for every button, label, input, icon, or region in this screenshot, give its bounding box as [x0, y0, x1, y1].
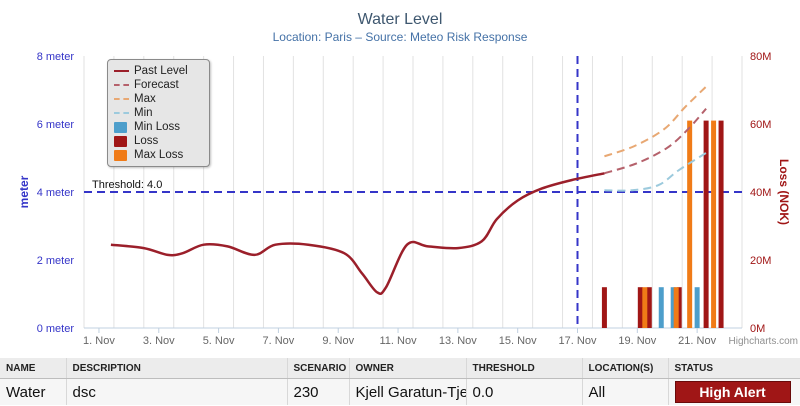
x-tick-label: 9. Nov: [322, 335, 354, 347]
loss-column: [673, 287, 679, 328]
right-tick-label: 0M: [750, 323, 765, 335]
column-header-owner[interactable]: OWNER: [349, 358, 467, 379]
legend-swatch: [114, 70, 129, 72]
chart-svg: Water Level Location: Paris – Source: Me…: [17, 11, 791, 347]
credits-link[interactable]: Highcharts.com: [728, 336, 798, 347]
legend-label: Min: [134, 107, 153, 119]
left-tick-label: 4 meter: [37, 187, 75, 199]
legend-item-loss[interactable]: Loss: [114, 134, 158, 148]
chart-subtitle: Location: Paris – Source: Meteo Risk Res…: [273, 30, 528, 44]
legend-item-max-loss[interactable]: Max Loss: [114, 148, 183, 162]
cell-name: Water: [0, 378, 67, 405]
left-tick-label: 2 meter: [37, 255, 75, 267]
x-tick-label: 1. Nov: [83, 335, 115, 347]
cell-status: High Alert: [668, 378, 800, 405]
right-tick-label: 20M: [750, 255, 771, 267]
loss-column: [694, 287, 700, 328]
legend-label: Loss: [134, 135, 159, 147]
legend-item-past-level[interactable]: Past Level: [114, 64, 188, 78]
x-axis-ticks: 1. Nov 3. Nov 5. Nov 7. Nov 9. Nov 11. Nov 13.…: [83, 328, 717, 347]
column-header-scenario[interactable]: SCENARIO I: [287, 358, 350, 379]
right-axis-ticks: 0M 20M 40M 60M 80M: [750, 51, 771, 335]
cell-description: dsc: [66, 378, 288, 405]
legend-swatch: [114, 135, 127, 147]
status-badge: High Alert: [674, 381, 791, 403]
series-line-max: [604, 85, 707, 158]
x-tick-label: 17. Nov: [559, 335, 597, 347]
x-tick-label: 19. Nov: [618, 335, 656, 347]
legend-label: Max Loss: [134, 149, 184, 161]
x-tick-label: 5. Nov: [203, 335, 235, 347]
loss-column: [601, 287, 607, 328]
cell-location: All: [582, 378, 669, 405]
loss-column: [658, 287, 664, 328]
loss-column: [637, 287, 643, 328]
series-line-min: [604, 152, 707, 192]
column-header-name[interactable]: NAME: [0, 358, 67, 379]
x-tick-label: 15. Nov: [499, 335, 537, 347]
level-series: [110, 85, 707, 295]
left-tick-label: 6 meter: [37, 119, 75, 131]
table-row[interactable]: Water dsc 230 Kjell Garatun-Tje 0.0 All …: [0, 378, 800, 405]
right-tick-label: 60M: [750, 119, 771, 131]
column-header-description[interactable]: DESCRIPTION: [66, 358, 288, 379]
loss-column: [718, 120, 724, 328]
loss-column: [670, 287, 676, 328]
loss-columns: [601, 120, 724, 328]
legend-label: Past Level: [134, 65, 188, 77]
legend-item-min-loss[interactable]: Min Loss: [114, 120, 180, 134]
legend-item-max[interactable]: Max: [114, 92, 156, 106]
left-tick-label: 8 meter: [37, 51, 75, 63]
x-tick-label: 11. Nov: [379, 335, 417, 347]
chart-title: Water Level: [358, 11, 443, 28]
loss-column: [687, 120, 693, 328]
column-header-threshold[interactable]: THRESHOLD: [466, 358, 583, 379]
water-level-chart: Water Level Location: Paris – Source: Me…: [17, 11, 798, 347]
column-header-locations[interactable]: LOCATION(S): [582, 358, 669, 379]
legend-swatch: [114, 149, 127, 161]
x-tick-label: 21. Nov: [678, 335, 716, 347]
left-tick-label: 0 meter: [37, 323, 75, 335]
chart-legend: Past Level Forecast Max Min Min Loss Los…: [107, 59, 210, 167]
legend-swatch: [114, 112, 129, 114]
right-tick-label: 40M: [750, 187, 771, 199]
loss-column: [646, 287, 652, 328]
loss-column: [642, 287, 648, 328]
legend-label: Min Loss: [134, 121, 181, 133]
x-tick-label: 7. Nov: [263, 335, 295, 347]
x-tick-label: 13. Nov: [439, 335, 477, 347]
table-header-row: NAME DESCRIPTION SCENARIO I OWNER THRESH…: [0, 358, 800, 379]
loss-column: [703, 120, 709, 328]
x-tick-label: 3. Nov: [143, 335, 175, 347]
legend-swatch: [114, 98, 129, 100]
legend-label: Forecast: [134, 79, 179, 91]
column-header-status[interactable]: STATUS: [668, 358, 800, 379]
loss-column: [676, 287, 682, 328]
right-tick-label: 80M: [750, 51, 771, 63]
cell-owner: Kjell Garatun-Tje: [349, 378, 467, 405]
left-axis-title: meter: [17, 175, 31, 208]
cell-scenario: 230: [287, 378, 350, 405]
legend-item-forecast[interactable]: Forecast: [114, 78, 179, 92]
threshold-label: Threshold: 4.0: [92, 179, 162, 191]
cell-threshold: 0.0: [466, 378, 583, 405]
right-axis-title: Loss (NOK): [777, 159, 791, 225]
legend-swatch: [114, 84, 129, 86]
legend-label: Max: [134, 93, 156, 105]
legend-item-min[interactable]: Min: [114, 106, 153, 120]
scenario-table: NAME DESCRIPTION SCENARIO I OWNER THRESH…: [0, 358, 800, 405]
legend-swatch: [114, 121, 127, 133]
left-axis-ticks: 0 meter 2 meter 4 meter 6 meter 8 meter: [37, 51, 75, 335]
loss-column: [711, 120, 717, 328]
series-line-past-level: [110, 172, 605, 295]
series-line-forecast: [604, 108, 707, 175]
